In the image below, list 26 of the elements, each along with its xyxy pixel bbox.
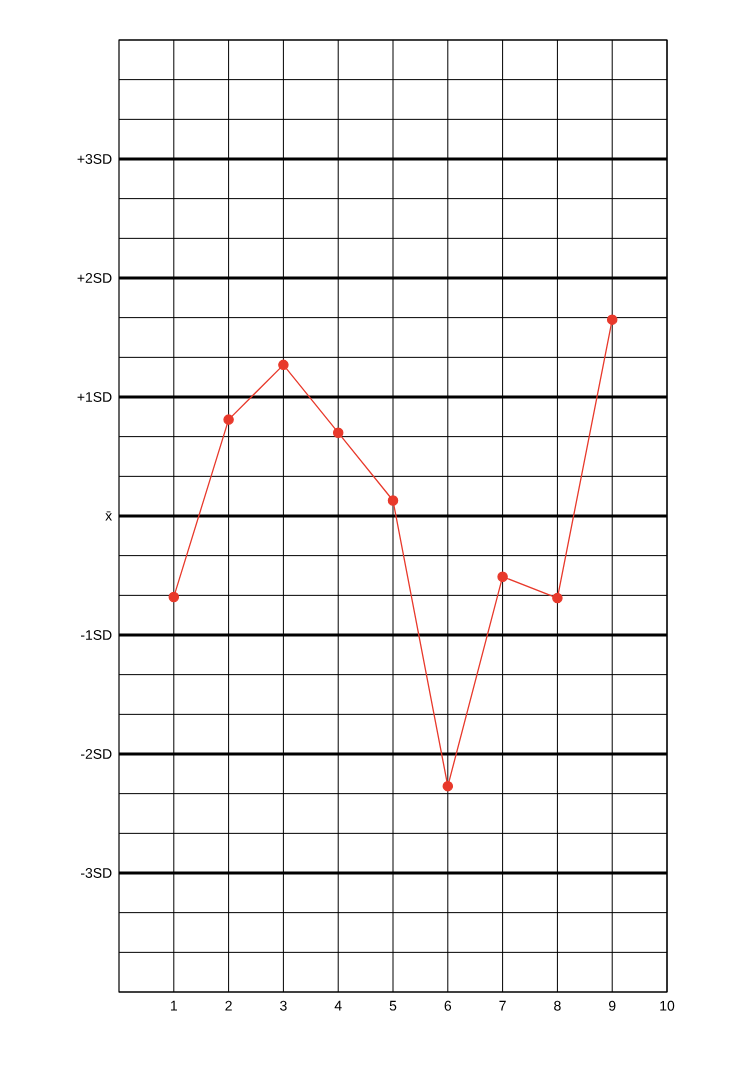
y-tick-label: -2SD [81,749,112,759]
x-tick-label: 9 [608,1000,616,1011]
point [497,571,508,582]
y-tick-label: -1SD [81,630,112,640]
point [442,780,454,792]
point [168,591,180,603]
y-tick-label: +3SD [77,154,112,164]
x-tick-label: 2 [225,1000,232,1011]
point [387,495,399,506]
point [332,427,344,438]
point [223,414,234,425]
point [552,592,563,604]
x-tick-label: 10 [660,1000,675,1011]
y-tick-label: +2SD [77,273,112,283]
y-tick-label: +1SD [77,392,112,402]
point [278,359,289,371]
point [606,314,618,325]
y-tick-label: x̄ [105,511,113,521]
x-tick-label: 7 [499,1000,506,1011]
x-tick-label: 8 [554,1000,561,1011]
x-tick-label: 1 [170,1000,177,1011]
x-tick-label: 5 [389,1000,397,1011]
x-tick-label: 3 [280,1000,287,1011]
x-tick-label: 6 [444,1000,452,1011]
x-tick-label: 4 [334,1000,342,1011]
y-tick-label: -3SD [81,868,112,878]
